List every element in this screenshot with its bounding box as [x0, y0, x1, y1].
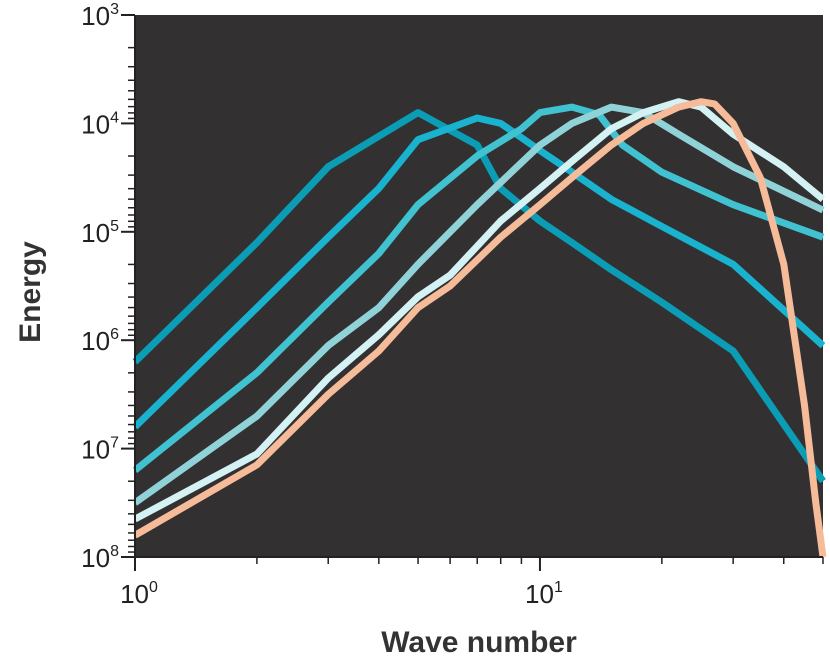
series-layer [132, 98, 827, 558]
y-tick-label: 106 [81, 326, 119, 356]
y-tick-label: 108 [81, 543, 119, 573]
x-tick-label: 101 [525, 579, 563, 609]
ticks-layer [121, 14, 824, 571]
series-line-3 [132, 103, 825, 474]
y-tick-label: 105 [81, 218, 119, 248]
y-axis-title: Energy [14, 241, 47, 343]
series-line-5 [133, 98, 826, 523]
series-line-4 [132, 103, 825, 506]
x-tick-label: 100 [120, 579, 158, 609]
series-line-6 [133, 98, 827, 558]
series-line-2 [132, 114, 826, 430]
y-tick-label: 103 [81, 1, 119, 31]
y-tick-label: 107 [81, 435, 119, 465]
x-axis-title: Wave number [381, 626, 577, 659]
axes-layer [134, 15, 823, 558]
y-tick-label: 104 [81, 109, 119, 139]
